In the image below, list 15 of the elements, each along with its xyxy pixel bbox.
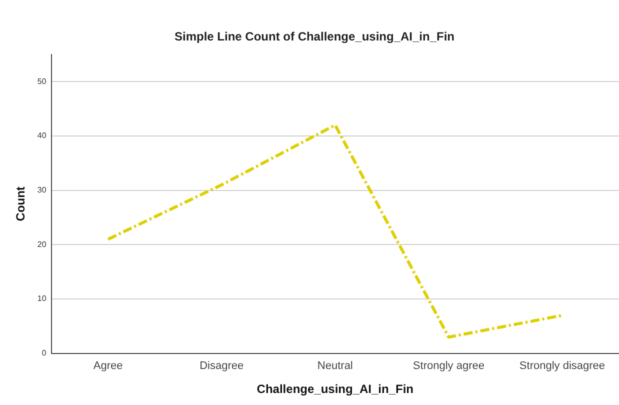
- y-tick-label: 30: [37, 186, 47, 195]
- y-tick-label: 10: [37, 294, 47, 304]
- y-axis-title: Count: [14, 186, 28, 222]
- x-tick-label: Strongly disagree: [519, 360, 606, 372]
- x-tick-label: Disagree: [200, 360, 244, 372]
- y-tick-label: 50: [37, 76, 47, 86]
- x-tick-label: Neutral: [317, 360, 353, 372]
- x-tick-label: Agree: [93, 360, 123, 372]
- x-tick-label: Strongly agree: [412, 360, 484, 372]
- line-series: [106, 124, 564, 339]
- y-tick-label: 40: [37, 131, 47, 140]
- y-tick-label: 20: [37, 240, 47, 249]
- chart-title: Simple Line Count of Challenge_using_AI_in_Fin: [174, 30, 455, 44]
- y-tick-label: 0: [42, 348, 47, 358]
- x-axis-title: Challenge_using_AI_in_Fin: [256, 382, 414, 396]
